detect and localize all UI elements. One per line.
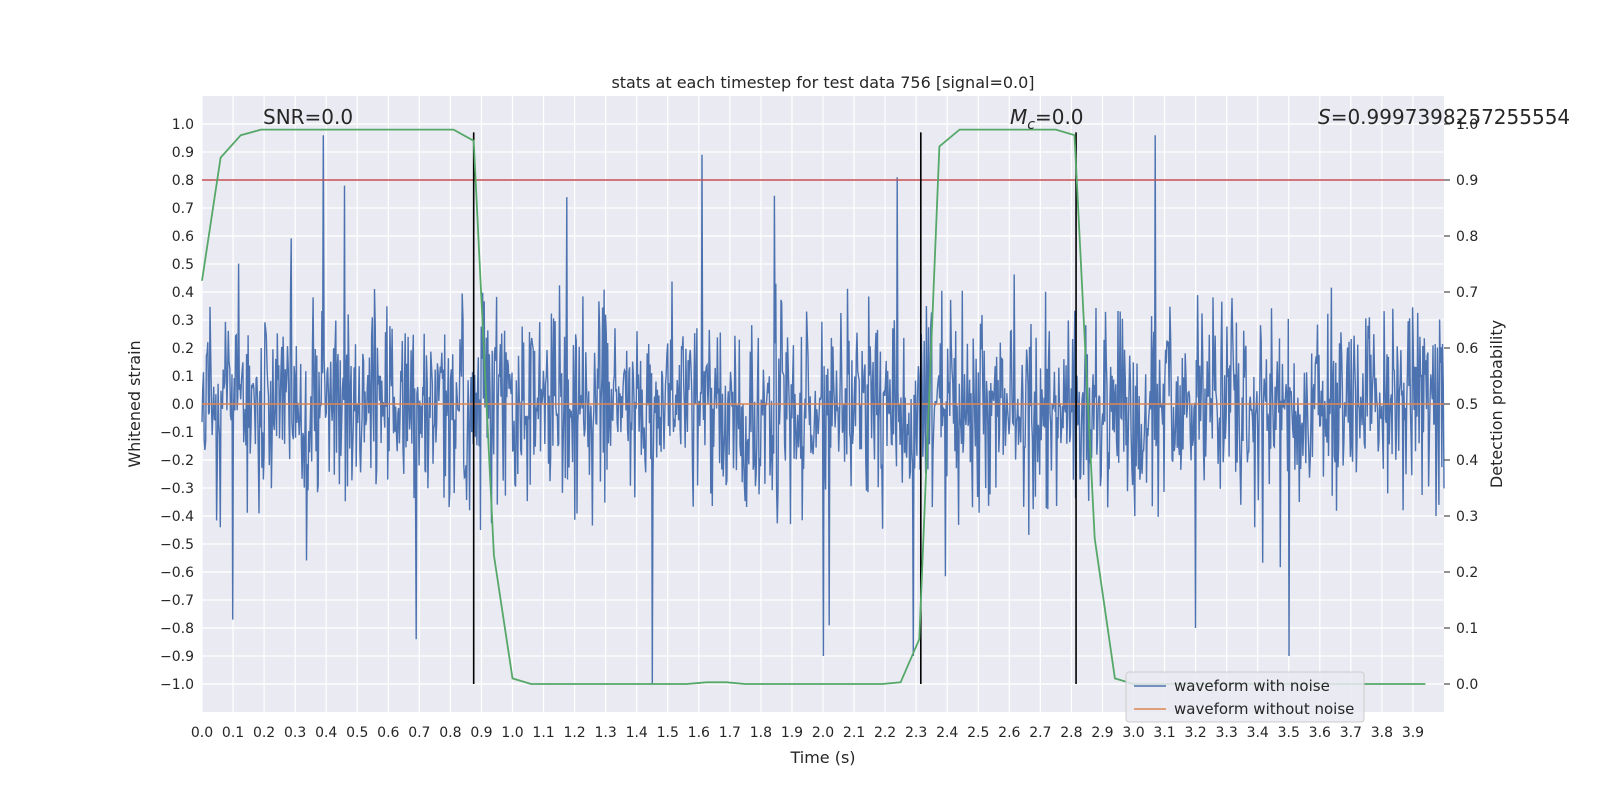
x-tick-label: 3.4 (1247, 725, 1269, 741)
y2-ticks: 1.0 0.9 0.8 0.7 0.6 0.5 0.4 0.3 0.2 0.1 0.0 (1444, 117, 1478, 693)
y-tick-label: −0.9 (160, 649, 194, 665)
y-tick-label: 0.8 (172, 173, 194, 189)
y-tick-label: −0.2 (160, 453, 194, 469)
x-tick-label: 2.8 (1060, 725, 1082, 741)
mc-symbol: M (1010, 105, 1027, 129)
y2-tick-label: 1.0 (1456, 117, 1478, 133)
x-tick-label: 0.5 (346, 725, 368, 741)
x-tick-label: 0.1 (222, 725, 244, 741)
y-tick-label: 0.6 (172, 229, 194, 245)
x-tick-label: 1.0 (501, 725, 523, 741)
y-tick-label: −0.4 (160, 509, 194, 525)
y2-tick-label: 0.9 (1456, 173, 1478, 189)
y-tick-label: 0.0 (172, 397, 194, 413)
x-tick-label: 3.8 (1371, 725, 1393, 741)
x-tick-label: 0.6 (377, 725, 399, 741)
y-tick-label: −0.8 (160, 621, 194, 637)
y2-tick-label: 0.6 (1456, 341, 1478, 357)
legend-box (1125, 671, 1365, 723)
y2-tick-label: 0.8 (1456, 229, 1478, 245)
y-tick-label: 0.1 (172, 369, 194, 385)
x-tick-label: 3.7 (1340, 725, 1362, 741)
x-tick-label: 2.9 (1091, 725, 1113, 741)
x-tick-label: 0.7 (408, 725, 430, 741)
y-tick-label: 0.9 (172, 145, 194, 161)
legend-clean-label: waveform without noise (1174, 700, 1354, 718)
x-tick-label: 2.4 (936, 725, 958, 741)
y2-tick-label: 0.0 (1456, 677, 1478, 693)
mc-subscript: c (1027, 117, 1035, 133)
s-symbol: S (1318, 105, 1331, 129)
y-tick-label: −1.0 (160, 677, 194, 693)
x-tick-label: 1.6 (688, 725, 710, 741)
x-tick-label: 0.2 (253, 725, 275, 741)
x-tick-label: 1.5 (657, 725, 679, 741)
x-tick-label: 3.0 (1122, 725, 1144, 741)
y-tick-label: 0.7 (172, 201, 194, 217)
x-tick-label: 3.6 (1309, 725, 1331, 741)
x-tick-label: 2.0 (812, 725, 834, 741)
y-tick-label: 0.2 (172, 341, 194, 357)
y-tick-label: 0.4 (172, 285, 194, 301)
y2-tick-label: 0.4 (1456, 453, 1478, 469)
x-tick-label: 0.9 (470, 725, 492, 741)
y2-tick-label: 0.2 (1456, 565, 1478, 581)
x-ticks: 0.0 0.1 0.2 0.3 0.4 0.5 0.6 0.7 0.8 0.9 1.0 1.1 1.2 1… (191, 725, 1424, 741)
y-tick-label: −0.5 (160, 537, 194, 553)
x-tick-label: 3.9 (1402, 725, 1424, 741)
y-tick-label: −0.6 (160, 565, 194, 581)
snr-annotation: SNR=0.0 (263, 105, 353, 129)
x-tick-label: 1.9 (781, 725, 803, 741)
x-tick-label: 1.1 (532, 725, 554, 741)
y-tick-label: 1.0 (172, 117, 194, 133)
legend: waveform with noise waveform without noi… (1125, 671, 1365, 723)
mc-value: =0.0 (1035, 105, 1084, 129)
y-tick-label: −0.7 (160, 593, 194, 609)
x-tick-label: 1.4 (626, 725, 648, 741)
x-tick-label: 2.5 (967, 725, 989, 741)
x-tick-label: 3.1 (1153, 725, 1175, 741)
x-tick-label: 1.7 (719, 725, 741, 741)
y-axis-label: Whitened strain (125, 340, 144, 467)
x-tick-label: 1.2 (563, 725, 585, 741)
x-tick-label: 1.3 (595, 725, 617, 741)
x-tick-label: 2.2 (874, 725, 896, 741)
x-tick-label: 0.0 (191, 725, 213, 741)
y-tick-label: 0.5 (172, 257, 194, 273)
x-tick-label: 1.8 (750, 725, 772, 741)
y2-tick-label: 0.7 (1456, 285, 1478, 301)
x-axis-label: Time (s) (789, 748, 855, 767)
y-tick-label: −0.3 (160, 481, 194, 497)
x-tick-label: 2.1 (843, 725, 865, 741)
y2-axis-label: Detection probability (1487, 320, 1506, 488)
x-tick-label: 2.7 (1029, 725, 1051, 741)
mc-annotation: Mc=0.0 (1010, 105, 1084, 133)
x-tick-label: 0.8 (439, 725, 461, 741)
legend-noise-label: waveform with noise (1174, 677, 1330, 695)
y2-tick-label: 0.3 (1456, 509, 1478, 525)
x-tick-label: 2.6 (998, 725, 1020, 741)
s-annotation: S=0.9997398257255554 (1318, 105, 1570, 129)
y-tick-label: 0.3 (172, 313, 194, 329)
x-tick-label: 3.5 (1278, 725, 1300, 741)
x-tick-label: 2.3 (905, 725, 927, 741)
y-tick-label: −0.1 (160, 425, 194, 441)
y-ticks: 1.0 0.9 0.8 0.7 0.6 0.5 0.4 0.3 0.2 0.1 0.0 −0.1 −0.… (160, 117, 194, 693)
s-value: =0.9997398257255554 (1331, 105, 1570, 129)
y2-tick-label: 0.5 (1456, 397, 1478, 413)
x-tick-label: 3.3 (1216, 725, 1238, 741)
waveform-with-noise-line (201, 135, 1445, 685)
noise-series (201, 135, 1445, 685)
x-tick-label: 3.2 (1184, 725, 1206, 741)
x-tick-label: 0.4 (315, 725, 337, 741)
chart-title: stats at each timestep for test data 756… (611, 73, 1034, 92)
y2-tick-label: 0.1 (1456, 621, 1478, 637)
x-tick-label: 0.3 (284, 725, 306, 741)
